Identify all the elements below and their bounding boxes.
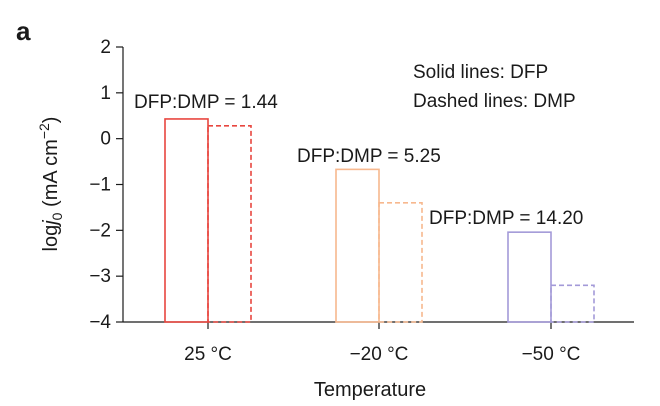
bar-dfp-0 — [164, 118, 209, 323]
y-axis-title-close: ) — [40, 117, 62, 124]
y-axis-title-var: j — [40, 220, 62, 228]
bars — [164, 118, 595, 323]
x-axis-title: Temperature — [314, 379, 426, 401]
y-tick-label: −2 — [89, 220, 111, 241]
bar-dmp-0 — [207, 125, 252, 323]
y-tick-label: −3 — [89, 266, 111, 287]
y-axis-title: logj0 (mA cm−2) — [36, 117, 65, 252]
bar-dfp-2 — [507, 231, 552, 323]
y-axis: 2 1 0 −1 −2 −3 −4 — [89, 37, 124, 333]
bar-annotation: DFP:DMP = 1.44 — [134, 92, 278, 113]
y-axis-title-prefix: log — [40, 225, 62, 252]
bar-annotation: DFP:DMP = 5.25 — [297, 146, 441, 167]
legend-dashed: Dashed lines: DMP — [413, 91, 576, 112]
y-axis-title-sub: 0 — [49, 212, 65, 220]
y-axis-title-unit: (mA cm — [40, 139, 62, 212]
y-axis-title-sup: −2 — [36, 123, 52, 139]
x-tick-label: 25 °C — [184, 344, 232, 365]
y-tick-label: 0 — [100, 129, 111, 150]
bar-dmp-1 — [378, 202, 423, 323]
panel-label: a — [16, 16, 31, 46]
bar-annotations: DFP:DMP = 1.44 DFP:DMP = 5.25 DFP:DMP = 14… — [134, 92, 583, 229]
y-tick-label: −1 — [89, 175, 111, 196]
y-tick-label: 1 — [100, 83, 111, 104]
x-tick-label: −20 °C — [350, 344, 409, 365]
y-tick-label: 2 — [100, 37, 111, 58]
x-axis: 25 °C −20 °C −50 °C — [123, 321, 634, 365]
bar-annotation: DFP:DMP = 14.20 — [429, 208, 583, 229]
legend-solid: Solid lines: DFP — [413, 62, 548, 83]
x-tick-label: −50 °C — [522, 344, 581, 365]
legend: Solid lines: DFP Dashed lines: DMP — [413, 62, 576, 112]
y-tick-label: −4 — [89, 312, 111, 333]
bar-dmp-2 — [550, 284, 595, 323]
bar-dfp-1 — [335, 168, 380, 323]
